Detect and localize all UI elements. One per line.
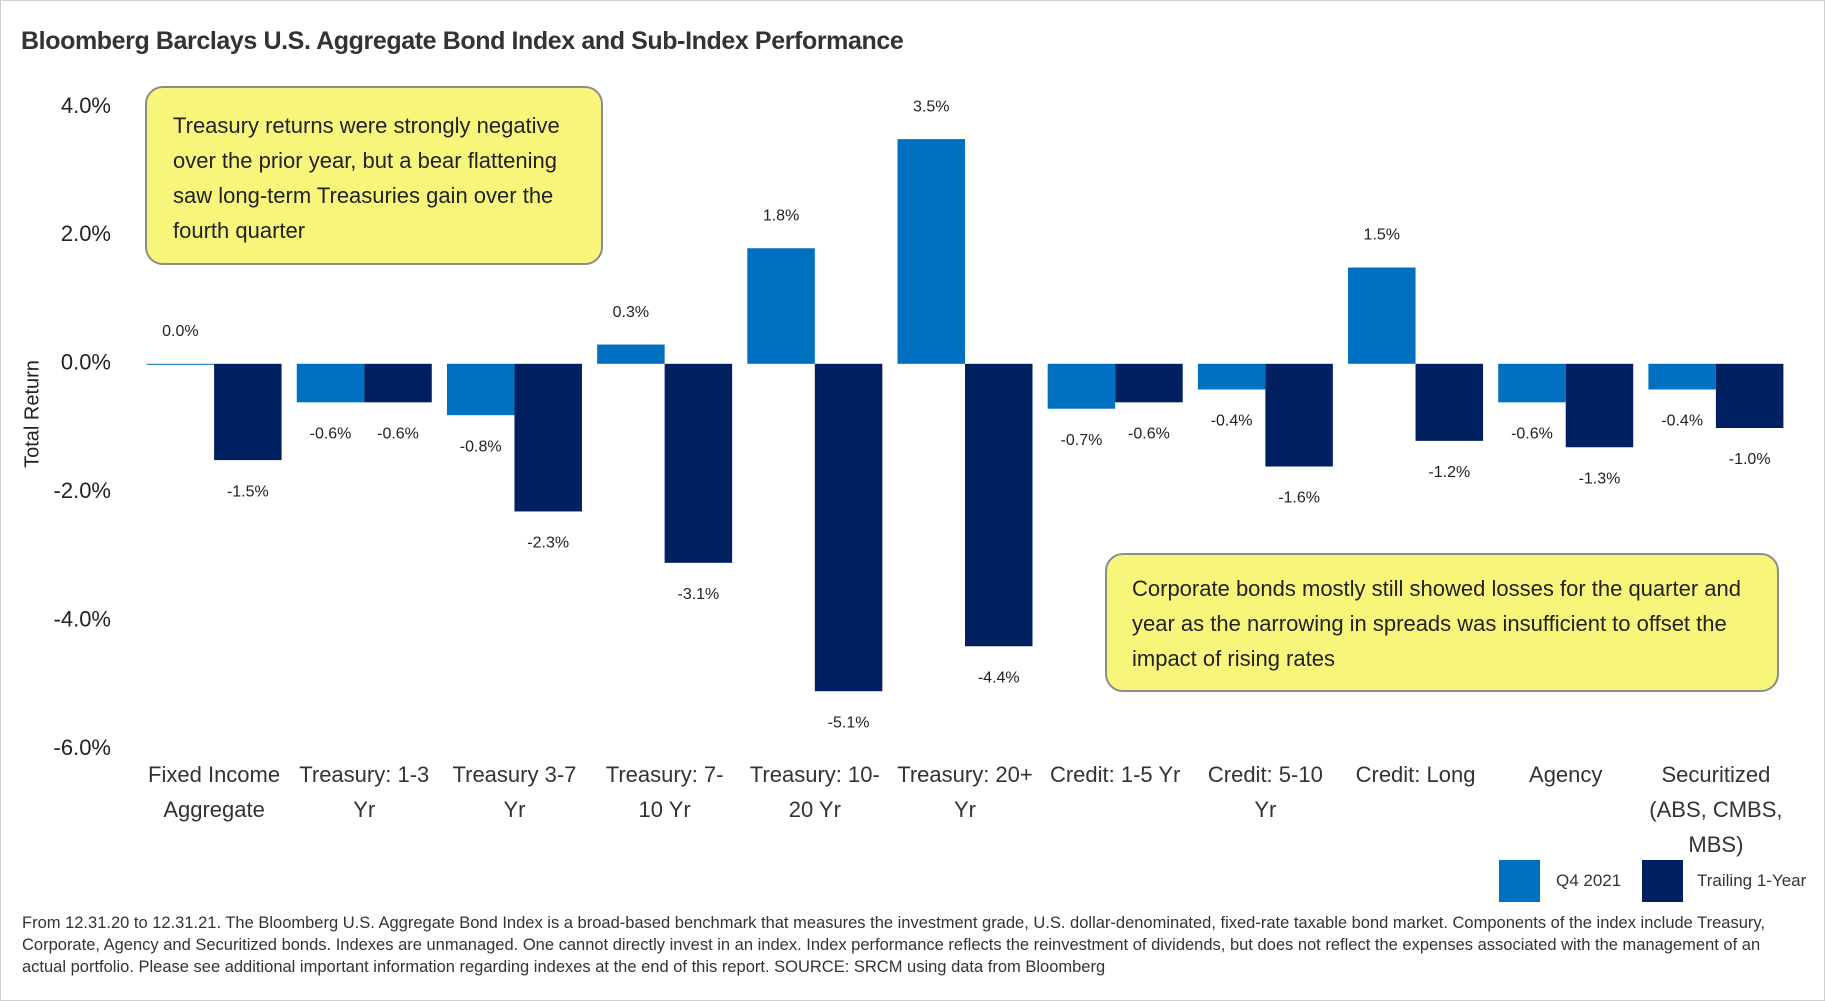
- data-label: -5.1%: [828, 714, 870, 731]
- bar: [364, 363, 432, 403]
- bar: [1197, 363, 1266, 390]
- y-tick-label: -6.0%: [54, 735, 111, 760]
- data-label: -0.6%: [1511, 426, 1553, 443]
- bar: [1115, 363, 1183, 403]
- annotation: Treasury returns were strongly negative …: [145, 86, 603, 265]
- data-label: -1.3%: [1579, 470, 1621, 487]
- data-label: -0.7%: [1061, 432, 1103, 449]
- x-tick-label: Credit: 5-10 Yr: [1207, 762, 1323, 822]
- data-label: -1.6%: [1278, 490, 1320, 507]
- x-tick-label: Treasury: 20+ Yr: [897, 762, 1033, 822]
- legend-swatch: [1642, 860, 1683, 902]
- data-label: 0.3%: [613, 304, 649, 321]
- data-label: -0.6%: [377, 426, 419, 443]
- data-label: -0.4%: [1661, 413, 1703, 430]
- x-tick-label: Treasury: 10-20 Yr: [749, 762, 880, 822]
- bar: [1415, 363, 1484, 441]
- data-label: -1.5%: [227, 483, 269, 500]
- y-axis-label: Total Return: [21, 360, 43, 468]
- x-tick-label: Agency: [1529, 762, 1603, 787]
- data-label: -0.6%: [1128, 426, 1170, 443]
- bar: [664, 363, 733, 563]
- x-tick-label: Treasury: 7-10 Yr: [605, 762, 724, 822]
- bar: [1498, 363, 1566, 403]
- data-label: -4.4%: [978, 669, 1020, 686]
- data-label: -2.3%: [527, 535, 569, 552]
- bar: [1648, 363, 1716, 390]
- data-label: -0.8%: [460, 438, 502, 455]
- y-tick-label: 0.0%: [61, 350, 111, 375]
- bar: [146, 363, 215, 365]
- x-tick-label: Securitized (ABS, CMBS, MBS): [1649, 762, 1783, 857]
- bar: [814, 363, 883, 692]
- annotation: Corporate bonds mostly still showed loss…: [1105, 553, 1779, 692]
- bar: [965, 363, 1033, 647]
- bar: [446, 363, 515, 416]
- y-tick-label: 4.0%: [61, 93, 111, 118]
- bar: [514, 363, 582, 512]
- footnote: From 12.31.20 to 12.31.21. The Bloomberg…: [22, 914, 1765, 976]
- bar: [1265, 363, 1333, 467]
- bar: [296, 363, 365, 403]
- legend-swatch: [1499, 860, 1540, 902]
- bar: [897, 139, 965, 364]
- x-tick-label: Credit: Long: [1355, 762, 1476, 787]
- bar: [1715, 363, 1784, 428]
- data-label: 1.8%: [763, 207, 799, 224]
- data-label: 1.5%: [1364, 227, 1400, 244]
- data-label: -1.2%: [1428, 464, 1470, 481]
- data-label: -0.4%: [1211, 413, 1253, 430]
- x-tick-label: Fixed Income Aggregate: [148, 762, 281, 822]
- y-tick-label: -2.0%: [54, 478, 111, 503]
- legend-label: Trailing 1-Year: [1697, 871, 1807, 890]
- data-label: 0.0%: [162, 323, 198, 340]
- x-tick-label: Credit: 1-5 Yr: [1049, 762, 1181, 787]
- data-label: 3.5%: [913, 98, 949, 115]
- legend-label: Q4 2021: [1556, 871, 1622, 890]
- data-label: -0.6%: [310, 426, 352, 443]
- bar: [1047, 363, 1116, 409]
- y-tick-label: -4.0%: [54, 606, 111, 631]
- bar: [214, 363, 282, 461]
- y-tick-label: 2.0%: [61, 221, 111, 246]
- data-label: -1.0%: [1729, 451, 1771, 468]
- bar: [747, 248, 815, 364]
- chart-title: Bloomberg Barclays U.S. Aggregate Bond I…: [21, 27, 904, 55]
- x-tick-label: Treasury 3-7 Yr: [452, 762, 577, 822]
- bar: [1348, 267, 1416, 364]
- data-label: -3.1%: [677, 586, 719, 603]
- bar: [1565, 363, 1634, 448]
- bar: [597, 344, 665, 364]
- x-tick-label: Treasury: 1-3 Yr: [299, 762, 430, 822]
